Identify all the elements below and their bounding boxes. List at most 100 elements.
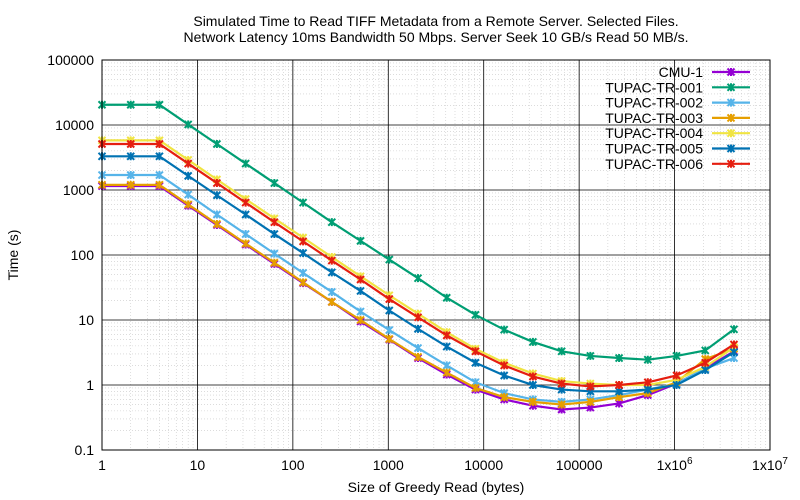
data-point-marker bbox=[298, 198, 308, 207]
data-point bbox=[528, 372, 538, 381]
series-line bbox=[102, 184, 735, 411]
data-point bbox=[499, 361, 509, 370]
data-point bbox=[270, 178, 279, 188]
data-point bbox=[499, 392, 509, 402]
data-point-marker bbox=[126, 152, 135, 161]
data-point-marker bbox=[643, 355, 653, 364]
legend-label: TUPAC-TR-004 bbox=[605, 125, 703, 141]
data-point-marker bbox=[413, 273, 423, 283]
data-point bbox=[356, 315, 365, 325]
data-point bbox=[471, 358, 480, 367]
data-point-marker bbox=[155, 152, 164, 161]
legend-label: TUPAC-TR-002 bbox=[605, 95, 703, 111]
data-point bbox=[183, 200, 193, 209]
data-point-marker bbox=[155, 100, 164, 109]
data-point bbox=[183, 190, 193, 199]
data-point bbox=[442, 342, 451, 351]
data-point-marker bbox=[701, 346, 710, 355]
data-point-marker bbox=[729, 340, 739, 349]
data-point-marker bbox=[672, 380, 681, 390]
data-point-marker bbox=[155, 170, 164, 180]
data-point bbox=[298, 278, 308, 287]
data-point-marker bbox=[126, 180, 135, 190]
x-tick-label: 10000 bbox=[464, 457, 503, 473]
data-point bbox=[442, 293, 451, 302]
data-point-marker bbox=[298, 237, 308, 246]
data-point bbox=[126, 152, 135, 161]
data-point-marker bbox=[413, 324, 423, 334]
data-point bbox=[270, 258, 279, 267]
y-tick-label: 1 bbox=[86, 377, 94, 393]
data-point bbox=[413, 343, 423, 353]
data-point-marker bbox=[212, 210, 222, 219]
data-point-marker bbox=[212, 191, 222, 200]
data-point-marker bbox=[614, 380, 624, 390]
data-point bbox=[528, 380, 538, 390]
data-point-marker bbox=[528, 380, 538, 390]
data-point-marker bbox=[327, 268, 337, 277]
data-point bbox=[241, 159, 250, 168]
data-point bbox=[212, 210, 222, 219]
legend-marker bbox=[726, 159, 736, 169]
data-point bbox=[298, 198, 308, 207]
data-point-marker bbox=[385, 306, 394, 315]
data-point-marker bbox=[241, 210, 250, 219]
data-point bbox=[614, 353, 624, 363]
data-point bbox=[241, 229, 250, 239]
data-point-marker bbox=[442, 342, 451, 351]
legend-marker bbox=[726, 144, 736, 153]
data-point bbox=[385, 334, 394, 344]
data-point bbox=[183, 171, 193, 181]
legend-label: TUPAC-TR-005 bbox=[605, 141, 703, 157]
data-point-marker bbox=[327, 217, 337, 227]
data-point bbox=[586, 351, 595, 361]
x-tick-label: 1000 bbox=[373, 457, 404, 473]
series-line bbox=[102, 183, 735, 406]
data-point bbox=[557, 347, 566, 356]
data-point-marker bbox=[356, 236, 365, 246]
data-point-marker bbox=[241, 239, 250, 248]
legend-label: TUPAC-TR-003 bbox=[605, 110, 703, 126]
data-point-marker bbox=[672, 351, 681, 361]
data-point-marker bbox=[241, 198, 250, 207]
data-point bbox=[729, 340, 739, 349]
data-point bbox=[528, 337, 538, 347]
plot-frame bbox=[101, 59, 771, 451]
data-point-marker bbox=[270, 249, 279, 258]
data-point bbox=[442, 368, 451, 377]
data-point-marker bbox=[557, 379, 566, 388]
data-point bbox=[356, 286, 365, 296]
data-point-marker bbox=[270, 178, 279, 188]
legend-label: TUPAC-TR-006 bbox=[605, 156, 703, 172]
legend-marker bbox=[726, 128, 736, 138]
data-point-marker bbox=[356, 275, 365, 284]
data-point bbox=[413, 273, 423, 283]
data-point-marker bbox=[126, 100, 135, 109]
data-point bbox=[442, 331, 451, 340]
data-point-marker bbox=[270, 258, 279, 267]
data-point-marker bbox=[298, 248, 308, 258]
data-point-marker bbox=[729, 347, 739, 357]
data-point bbox=[155, 100, 164, 109]
data-point-marker bbox=[212, 219, 222, 229]
axes: 1 10 100 1000 10000 100000 1x106 1x1070.1110100… bbox=[47, 52, 788, 473]
data-point bbox=[672, 371, 681, 380]
series-layer bbox=[97, 100, 739, 414]
data-point bbox=[327, 256, 337, 265]
data-point-marker bbox=[499, 361, 509, 370]
data-point-marker bbox=[557, 347, 566, 356]
y-tick-label: 100000 bbox=[47, 52, 94, 68]
chart-title: Simulated Time to Read TIFF Metadata fro… bbox=[193, 13, 678, 29]
data-point bbox=[442, 361, 451, 370]
data-point-marker bbox=[586, 382, 595, 391]
x-tick-label: 100 bbox=[281, 457, 305, 473]
data-point-marker bbox=[385, 294, 394, 304]
data-point-marker bbox=[586, 351, 595, 361]
data-point-marker bbox=[212, 139, 222, 149]
data-point-marker bbox=[499, 325, 509, 334]
data-point bbox=[183, 159, 193, 168]
data-point bbox=[356, 307, 365, 316]
data-point bbox=[586, 382, 595, 391]
data-point-marker bbox=[471, 347, 480, 356]
